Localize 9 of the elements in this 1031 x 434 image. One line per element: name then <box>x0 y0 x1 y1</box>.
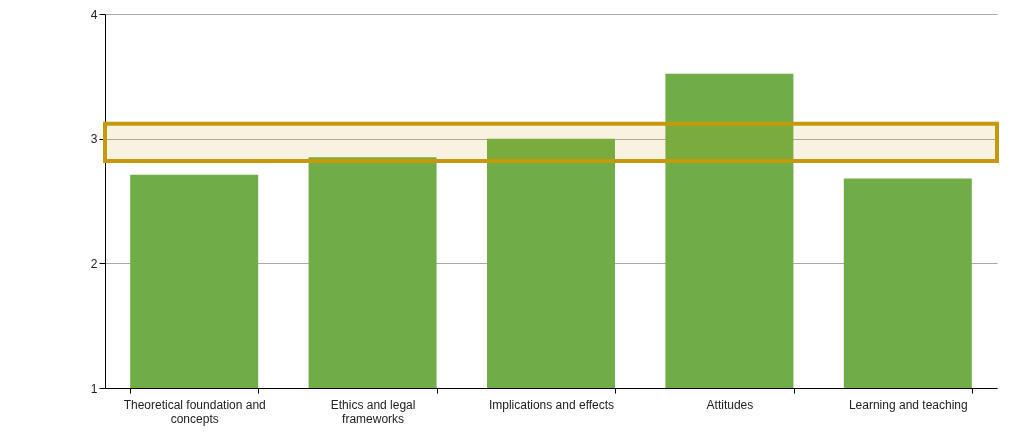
x-tick-label: Implications and effects <box>488 397 615 412</box>
y-tick-label: 4 <box>90 7 98 22</box>
y-tick-label: 3 <box>90 132 98 147</box>
x-tick-label: Ethics and legal frameworks <box>330 397 416 426</box>
y-tick-label: 1 <box>90 381 98 396</box>
x-tick-label: Attitudes <box>706 397 754 412</box>
y-tick-label: 2 <box>90 256 98 271</box>
x-tick-label: Theoretical foundation and concepts <box>123 397 266 426</box>
x-tick-label: Learning and teaching <box>848 397 968 412</box>
